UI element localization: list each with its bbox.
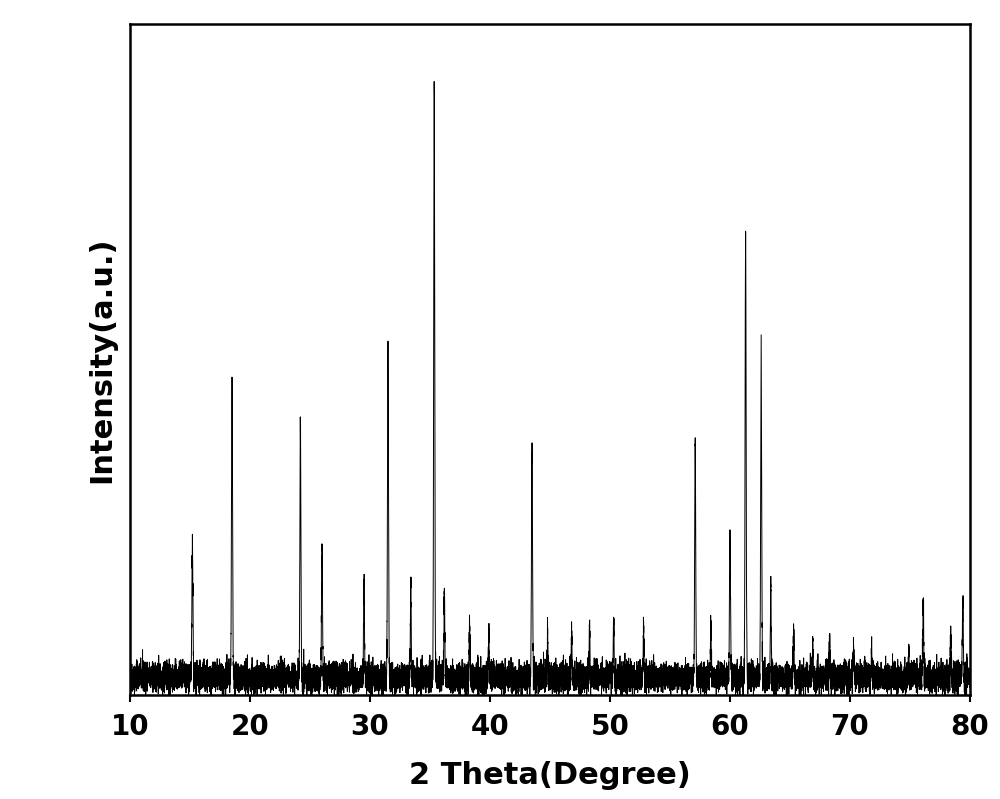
X-axis label: 2 Theta(Degree): 2 Theta(Degree) [409,761,691,789]
Y-axis label: Intensity(a.u.): Intensity(a.u.) [87,237,116,483]
